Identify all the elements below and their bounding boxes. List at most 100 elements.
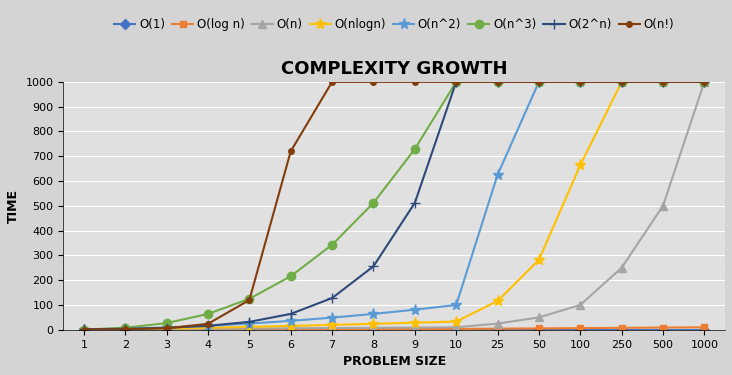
O(log n): [163, 327, 171, 332]
O(nlogn): [286, 324, 295, 328]
O(log n): [576, 326, 585, 330]
O(n^3): [452, 80, 460, 84]
O(n!): [163, 326, 171, 330]
Line: O(n^3): O(n^3): [80, 78, 709, 334]
O(nlogn): [121, 327, 130, 332]
O(n^2): [700, 80, 709, 84]
O(log n): [328, 327, 337, 332]
O(n^2): [245, 321, 254, 326]
O(n): [534, 315, 543, 320]
Y-axis label: TIME: TIME: [7, 189, 20, 223]
O(2^n): [328, 296, 337, 300]
O(n^3): [700, 80, 709, 84]
O(n!): [369, 80, 378, 84]
O(nlogn): [80, 327, 89, 332]
O(1): [245, 327, 254, 332]
O(n!): [411, 80, 419, 84]
O(2^n): [493, 80, 502, 84]
O(n^2): [452, 303, 460, 307]
O(1): [369, 327, 378, 332]
O(1): [163, 327, 171, 332]
O(nlogn): [328, 322, 337, 327]
O(n^2): [121, 327, 130, 331]
O(n^2): [576, 80, 585, 84]
O(nlogn): [617, 80, 626, 84]
O(nlogn): [700, 80, 709, 84]
O(1): [493, 327, 502, 332]
O(1): [80, 327, 89, 332]
O(log n): [659, 325, 668, 330]
O(n!): [80, 327, 89, 332]
O(n^3): [163, 321, 171, 326]
O(2^n): [80, 327, 89, 332]
O(2^n): [659, 80, 668, 84]
O(1): [534, 327, 543, 332]
O(log n): [369, 327, 378, 331]
O(2^n): [245, 320, 254, 324]
O(n!): [121, 327, 130, 332]
Line: O(n): O(n): [80, 78, 709, 334]
O(n^3): [534, 80, 543, 84]
O(n^2): [369, 312, 378, 316]
O(2^n): [203, 324, 212, 328]
O(nlogn): [163, 326, 171, 331]
O(2^n): [617, 80, 626, 84]
O(1): [617, 327, 626, 332]
O(n): [617, 266, 626, 270]
O(2^n): [121, 327, 130, 331]
O(n!): [576, 80, 585, 84]
O(log n): [80, 327, 89, 332]
O(n!): [659, 80, 668, 84]
O(n): [700, 80, 709, 84]
O(nlogn): [493, 299, 502, 303]
O(1): [203, 327, 212, 332]
O(n^2): [80, 327, 89, 332]
O(n^2): [493, 172, 502, 177]
O(n^3): [328, 243, 337, 247]
O(2^n): [452, 80, 460, 84]
O(nlogn): [203, 326, 212, 330]
O(n^3): [286, 274, 295, 279]
O(1): [576, 327, 585, 332]
O(n^2): [411, 308, 419, 312]
O(n): [452, 325, 460, 330]
O(n): [659, 204, 668, 208]
O(log n): [411, 327, 419, 331]
O(nlogn): [659, 80, 668, 84]
Line: O(nlogn): O(nlogn): [78, 76, 710, 335]
O(nlogn): [534, 258, 543, 262]
Line: O(n!): O(n!): [81, 79, 707, 332]
O(n): [411, 325, 419, 330]
O(log n): [534, 326, 543, 331]
O(n^2): [328, 315, 337, 320]
O(nlogn): [411, 321, 419, 325]
O(1): [121, 327, 130, 332]
O(2^n): [576, 80, 585, 84]
O(2^n): [700, 80, 709, 84]
O(log n): [617, 326, 626, 330]
O(1): [659, 327, 668, 332]
O(n!): [493, 80, 502, 84]
O(2^n): [411, 201, 419, 205]
X-axis label: PROBLEM SIZE: PROBLEM SIZE: [343, 355, 446, 368]
O(n!): [452, 80, 460, 84]
O(1): [328, 327, 337, 332]
O(n): [286, 326, 295, 330]
O(n!): [700, 80, 709, 84]
O(n^2): [286, 319, 295, 323]
O(nlogn): [369, 322, 378, 326]
O(1): [411, 327, 419, 332]
O(log n): [245, 327, 254, 332]
O(log n): [493, 326, 502, 331]
Line: O(1): O(1): [81, 326, 708, 333]
O(n^3): [203, 312, 212, 316]
Line: O(log n): O(log n): [81, 324, 708, 333]
O(n^3): [369, 201, 378, 205]
O(n!): [328, 80, 337, 84]
O(n): [163, 327, 171, 331]
O(log n): [700, 325, 709, 330]
O(1): [452, 327, 460, 332]
O(n): [493, 321, 502, 326]
O(1): [700, 327, 709, 332]
O(n): [121, 327, 130, 332]
